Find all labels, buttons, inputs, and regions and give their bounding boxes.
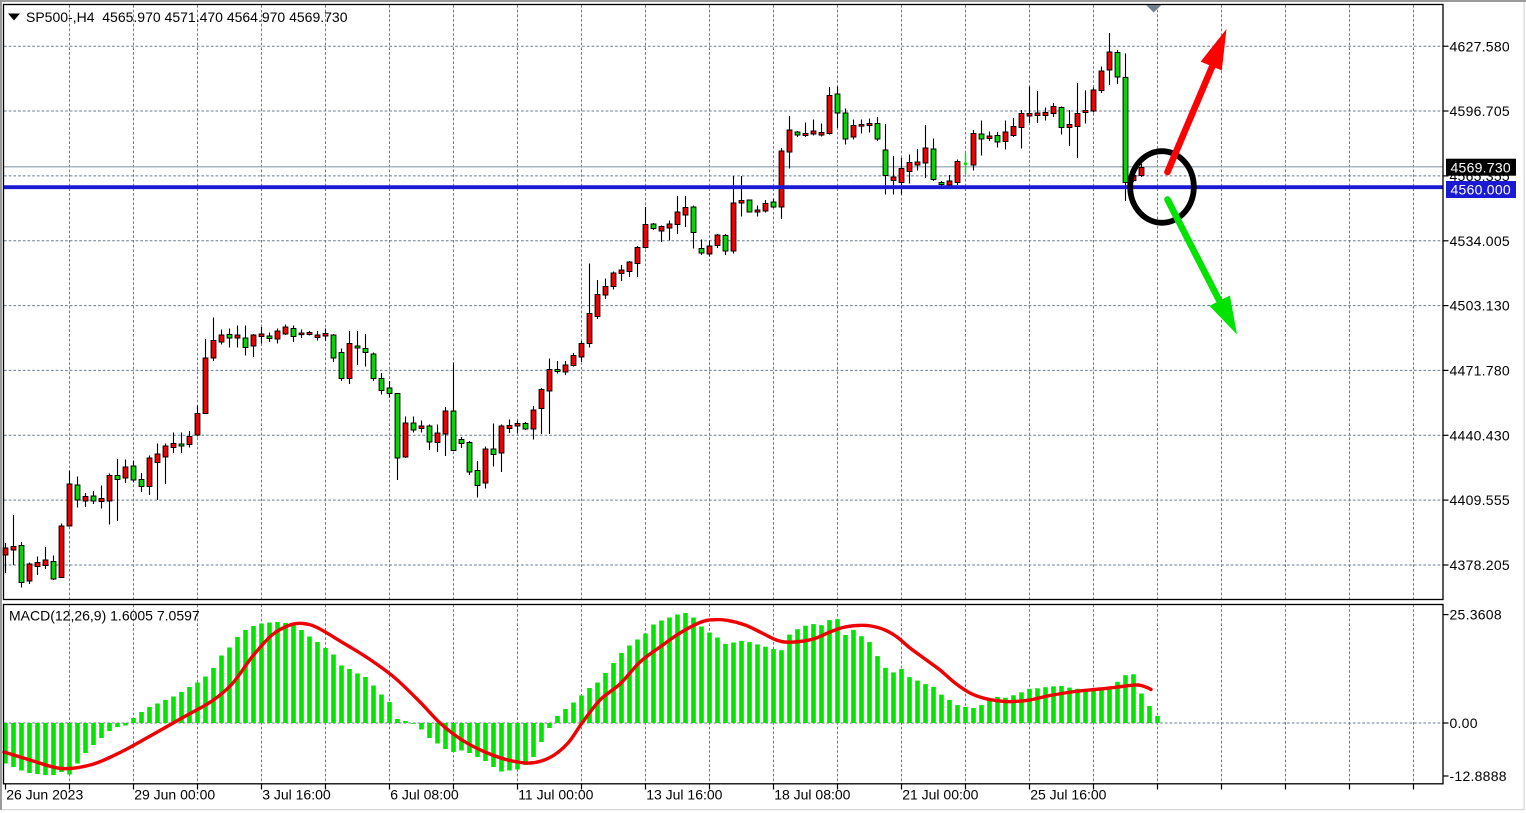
svg-text:4471.780: 4471.780 bbox=[1450, 363, 1510, 379]
svg-text:4409.555: 4409.555 bbox=[1450, 492, 1510, 508]
svg-text:4596.705: 4596.705 bbox=[1450, 103, 1510, 119]
svg-text:6 Jul 08:00: 6 Jul 08:00 bbox=[390, 787, 459, 803]
svg-text:21 Jul 00:00: 21 Jul 00:00 bbox=[902, 787, 978, 803]
svg-text:25.3608: 25.3608 bbox=[1450, 607, 1502, 623]
svg-text:4378.205: 4378.205 bbox=[1450, 557, 1510, 573]
svg-text:4440.430: 4440.430 bbox=[1450, 427, 1510, 443]
svg-text:18 Jul 08:00: 18 Jul 08:00 bbox=[774, 787, 850, 803]
svg-text:13 Jul 16:00: 13 Jul 16:00 bbox=[646, 787, 722, 803]
svg-text:4560.000: 4560.000 bbox=[1451, 182, 1511, 198]
svg-text:11 Jul 00:00: 11 Jul 00:00 bbox=[518, 787, 593, 803]
svg-text:3 Jul 16:00: 3 Jul 16:00 bbox=[262, 787, 331, 803]
svg-text:4627.580: 4627.580 bbox=[1450, 38, 1510, 54]
svg-text:26 Jun 2023: 26 Jun 2023 bbox=[6, 787, 83, 803]
svg-text:29 Jun 00:00: 29 Jun 00:00 bbox=[134, 787, 215, 803]
svg-text:MACD(12,26,9) 1.6005 7.0597: MACD(12,26,9) 1.6005 7.0597 bbox=[9, 608, 200, 624]
svg-text:SP500-,H4 4565.970 4571.470 4: SP500-,H4 4565.970 4571.470 4564.970 456… bbox=[26, 9, 348, 25]
svg-text:25 Jul 16:00: 25 Jul 16:00 bbox=[1030, 787, 1106, 803]
svg-text:4534.005: 4534.005 bbox=[1450, 233, 1510, 249]
svg-text:-12.8888: -12.8888 bbox=[1450, 768, 1507, 784]
svg-text:0.00: 0.00 bbox=[1450, 715, 1478, 731]
svg-text:4569.730: 4569.730 bbox=[1451, 159, 1511, 175]
svg-text:4503.130: 4503.130 bbox=[1450, 298, 1510, 314]
